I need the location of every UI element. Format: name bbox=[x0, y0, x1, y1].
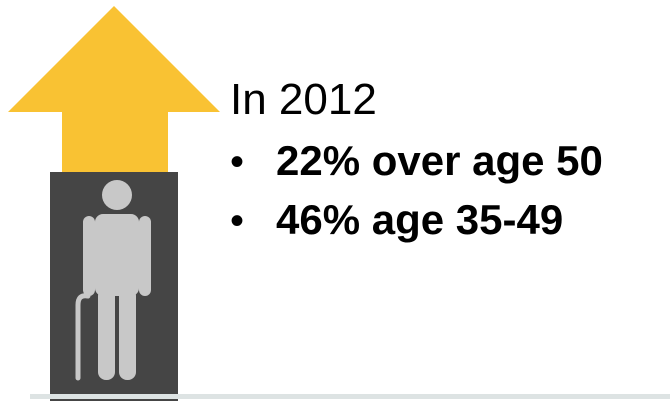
list-item: • 46% age 35-49 bbox=[230, 191, 603, 250]
stat-over-50: 22% over age 50 bbox=[276, 137, 603, 184]
bullet-icon: • bbox=[230, 140, 245, 184]
list-item: • 22% over age 50 bbox=[230, 132, 603, 191]
bullet-icon: • bbox=[230, 199, 245, 243]
aging-workforce-graphic bbox=[8, 6, 220, 401]
elderly-person-with-cane-icon bbox=[75, 180, 151, 381]
statistics-list: • 22% over age 50 • 46% age 35-49 bbox=[230, 132, 603, 250]
baseline-divider bbox=[30, 394, 670, 399]
intro-year: In 2012 bbox=[230, 75, 377, 124]
stat-35-49: 46% age 35-49 bbox=[276, 196, 564, 243]
up-arrow-icon bbox=[8, 6, 220, 178]
statistics-text: In 2012 • 22% over age 50 • 46% age 35-4… bbox=[230, 74, 603, 250]
